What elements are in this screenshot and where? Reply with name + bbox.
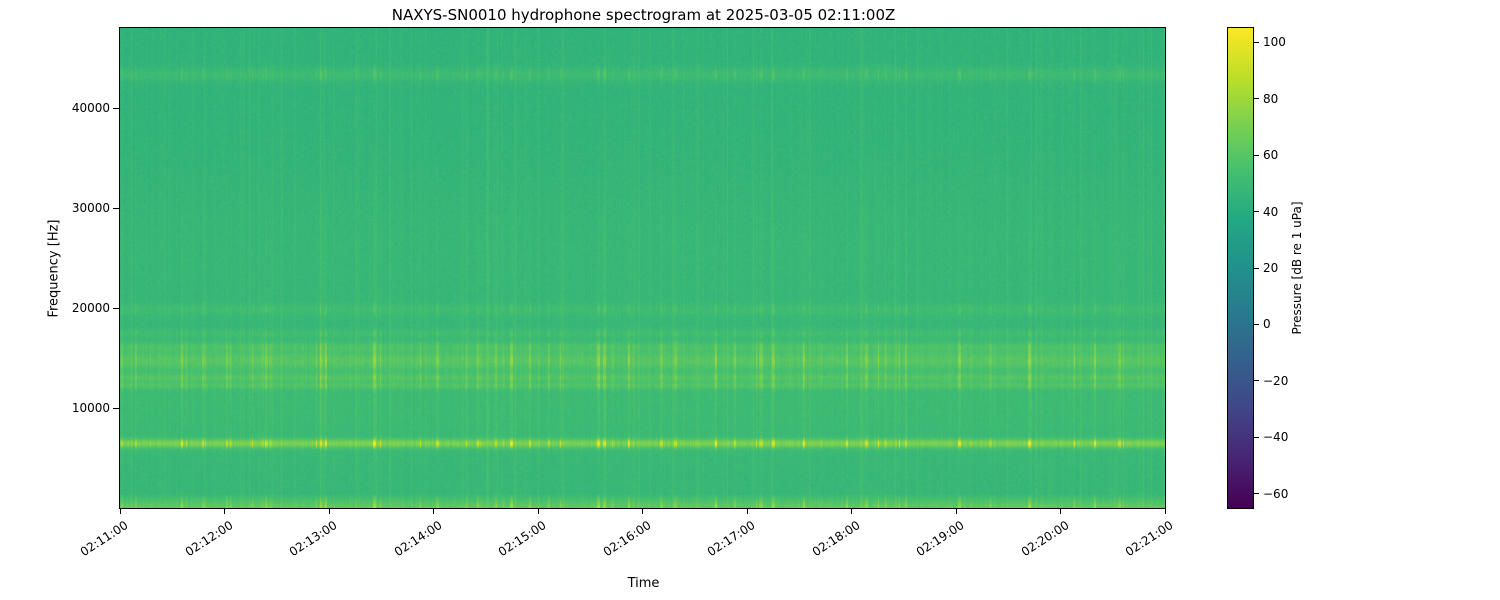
x-tick-mark [433, 509, 434, 514]
x-tick-mark [537, 509, 539, 514]
y-tick-mark [113, 207, 119, 209]
colorbar-canvas [1227, 27, 1254, 509]
x-tick-mark [119, 509, 121, 514]
colorbar-tick-mark [1254, 211, 1259, 213]
colorbar-tick-label: 100 [1263, 35, 1286, 50]
colorbar-tick-label: −60 [1263, 486, 1289, 501]
x-tick-label: 02:21:00 [1122, 518, 1176, 560]
colorbar-label: Pressure [dB re 1 uPa] [1290, 201, 1304, 335]
colorbar-tick-mark [1254, 436, 1259, 438]
x-tick-mark [328, 509, 330, 514]
colorbar-tick-mark [1254, 98, 1259, 100]
y-tick-label: 20000 [71, 301, 110, 315]
y-tick-mark [113, 407, 119, 409]
x-tick-mark [224, 509, 225, 514]
y-axis-label: Frequency [Hz] [46, 219, 62, 318]
y-tick-mark [113, 107, 119, 109]
x-tick-label: 02:13:00 [286, 518, 340, 560]
x-tick-label: 02:14:00 [391, 518, 445, 560]
x-tick-mark [1164, 509, 1166, 514]
colorbar-tick-label: 0 [1263, 317, 1271, 332]
colorbar-tick-mark [1254, 380, 1259, 382]
x-tick-mark [955, 509, 957, 514]
x-tick-mark [746, 509, 748, 514]
colorbar-tick-mark [1254, 41, 1259, 43]
x-tick-label: 02:16:00 [600, 518, 654, 560]
colorbar-tick-label: 60 [1263, 148, 1279, 163]
x-tick-label: 02:18:00 [809, 518, 863, 560]
colorbar-tick-mark [1254, 267, 1259, 269]
x-tick-label: 02:11:00 [77, 518, 131, 560]
chart-title: NAXYS-SN0010 hydrophone spectrogram at 2… [391, 6, 896, 24]
y-tick-mark [113, 307, 119, 309]
colorbar-tick-mark [1254, 154, 1259, 156]
x-tick-mark [642, 509, 643, 514]
x-tick-label: 02:19:00 [913, 518, 967, 560]
colorbar-tick-mark [1254, 493, 1259, 495]
x-tick-label: 02:15:00 [495, 518, 549, 560]
x-tick-mark [1060, 509, 1061, 514]
colorbar-tick-label: −40 [1263, 430, 1289, 445]
x-tick-label: 02:17:00 [704, 518, 758, 560]
x-axis-label: Time [627, 576, 660, 591]
spectrogram-canvas [119, 27, 1166, 509]
colorbar-tick-label: 80 [1263, 91, 1279, 106]
colorbar-tick-label: 40 [1263, 204, 1279, 219]
x-tick-label: 02:12:00 [182, 518, 236, 560]
y-tick-label: 30000 [71, 201, 110, 215]
colorbar-tick-label: 20 [1263, 261, 1279, 275]
y-tick-label: 10000 [71, 401, 110, 415]
colorbar-tick-mark [1254, 323, 1259, 325]
colorbar-tick-label: −20 [1263, 373, 1289, 388]
y-tick-label: 40000 [71, 101, 110, 115]
x-tick-label: 02:20:00 [1018, 518, 1072, 560]
x-tick-mark [851, 509, 852, 514]
